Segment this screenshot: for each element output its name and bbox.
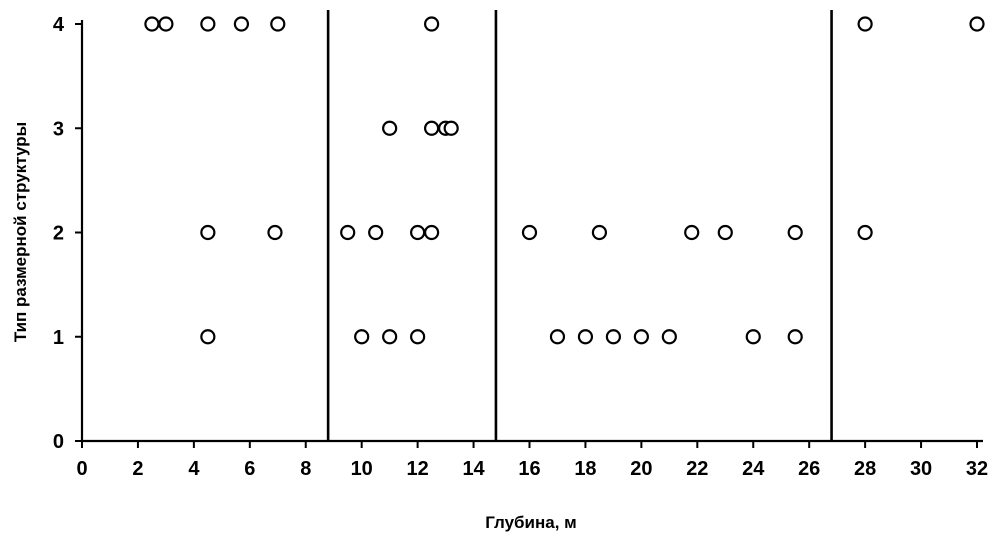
- data-point: [158, 16, 174, 32]
- y-tick-label: 1: [53, 327, 64, 349]
- data-point: [424, 16, 440, 32]
- x-tick-label: 20: [630, 458, 652, 480]
- data-point: [233, 16, 250, 32]
- x-tick-label: 26: [798, 458, 820, 480]
- x-tick-label: 22: [686, 458, 708, 480]
- y-tick-label: 3: [53, 118, 64, 140]
- data-point: [661, 329, 677, 345]
- x-tick-label: 16: [518, 458, 540, 480]
- x-tick-label: 8: [300, 458, 311, 480]
- data-point: [577, 329, 594, 345]
- data-point: [200, 224, 216, 241]
- y-tick-label: 2: [53, 223, 64, 245]
- data-point: [424, 224, 440, 241]
- data-point: [410, 224, 426, 241]
- data-point: [267, 224, 283, 241]
- data-point: [969, 16, 985, 32]
- data-point: [591, 224, 608, 241]
- data-point: [368, 224, 384, 241]
- data-point: [424, 120, 440, 136]
- y-tick-label: 0: [53, 431, 64, 453]
- x-tick-label: 28: [854, 458, 876, 480]
- data-point: [745, 329, 761, 345]
- data-point: [717, 224, 733, 241]
- data-point: [787, 329, 803, 345]
- y-axis-title: Тип размерной структуры: [11, 122, 30, 342]
- data-point: [382, 120, 398, 136]
- data-point: [443, 120, 459, 136]
- data-point: [549, 329, 566, 345]
- data-point: [200, 16, 216, 32]
- data-point: [410, 329, 426, 345]
- x-tick-label: 24: [742, 458, 765, 480]
- x-tick-label: 6: [244, 458, 255, 480]
- data-point: [684, 224, 700, 241]
- data-point: [382, 329, 398, 345]
- x-tick-label: 18: [574, 458, 596, 480]
- data-point: [354, 329, 370, 345]
- x-tick-label: 4: [188, 458, 200, 480]
- data-point: [144, 16, 160, 32]
- data-point: [605, 329, 622, 345]
- data-point: [200, 329, 216, 345]
- data-point: [270, 16, 286, 32]
- x-tick-label: 14: [462, 458, 485, 480]
- data-point: [857, 16, 873, 32]
- data-point: [857, 224, 873, 241]
- x-tick-label: 10: [351, 458, 373, 480]
- data-point: [521, 224, 538, 241]
- x-tick-label: 12: [407, 458, 429, 480]
- y-tick-label: 4: [53, 14, 65, 36]
- data-point: [340, 224, 356, 241]
- data-point: [787, 224, 803, 241]
- x-tick-label: 0: [76, 458, 87, 480]
- x-tick-label: 2: [132, 458, 143, 480]
- x-tick-label: 32: [966, 458, 988, 480]
- data-point: [633, 329, 649, 345]
- x-axis-title: Глубина, м: [485, 513, 577, 532]
- x-tick-label: 30: [910, 458, 932, 480]
